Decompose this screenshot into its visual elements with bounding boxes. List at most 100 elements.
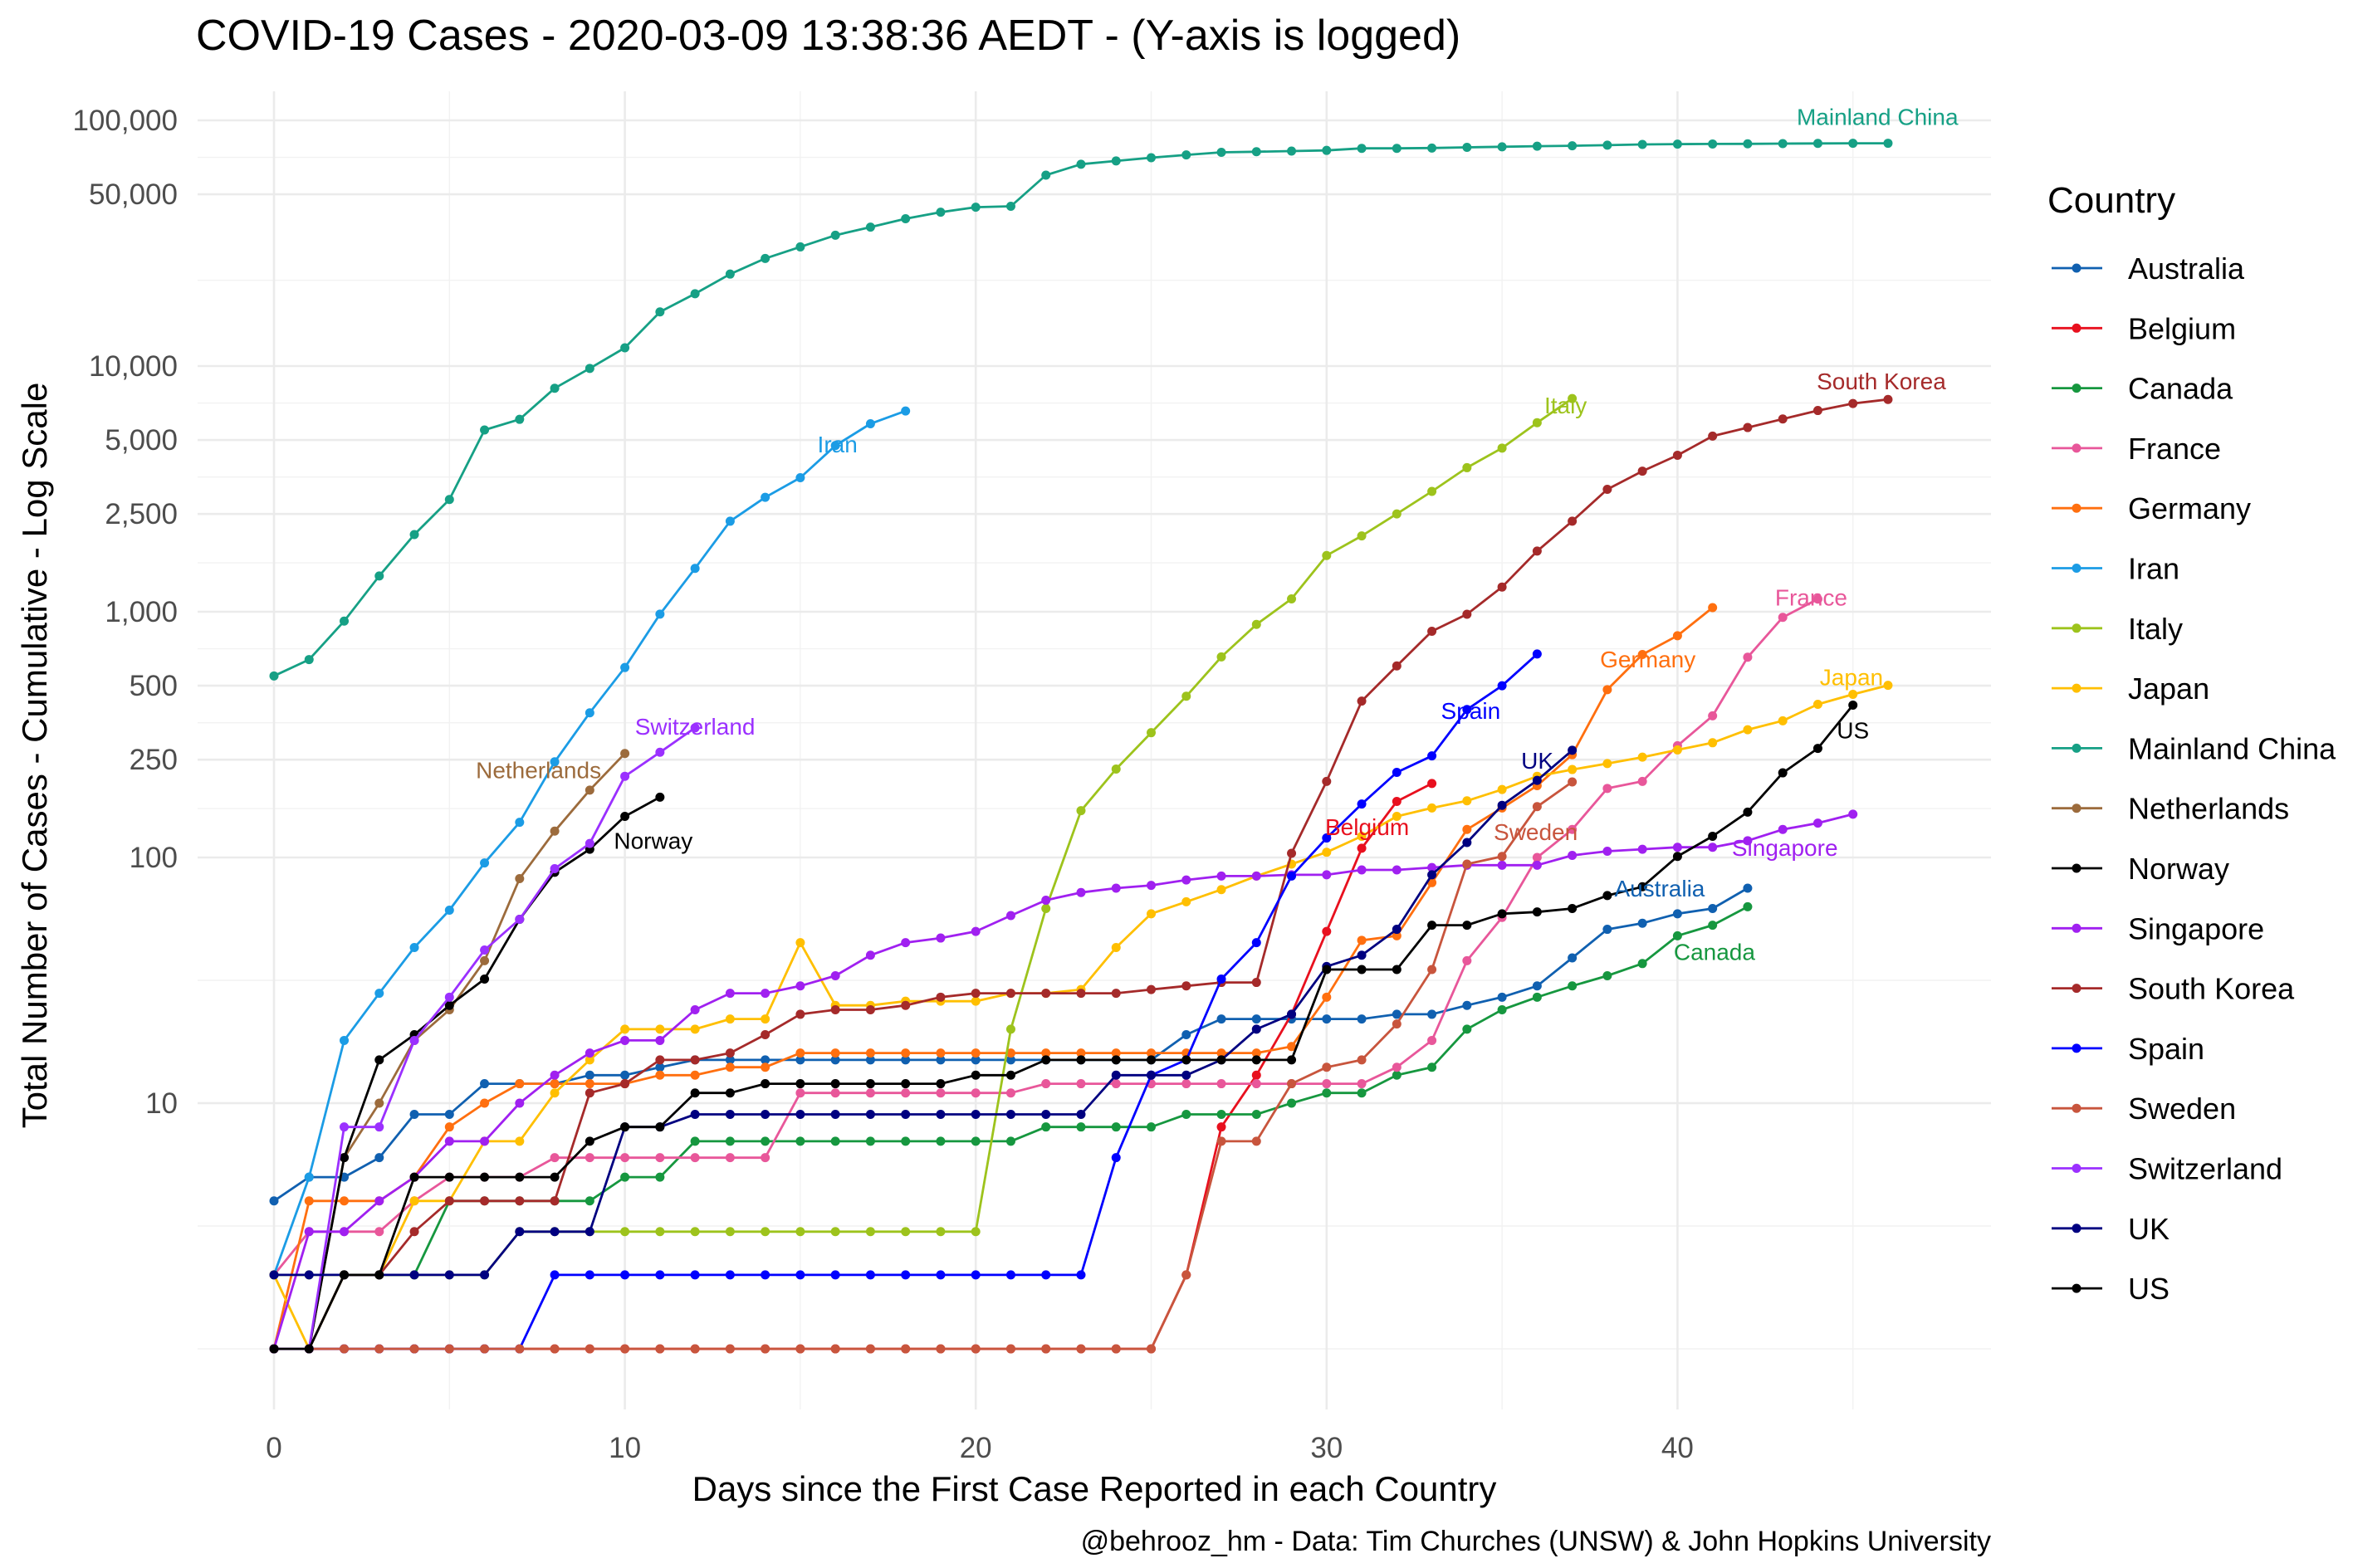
data-point-germany xyxy=(515,1079,525,1089)
legend-item-italy: Italy xyxy=(2052,612,2183,646)
data-point-canada xyxy=(585,1196,594,1206)
legend-item-singapore: Singapore xyxy=(2052,911,2264,945)
data-point-sweden xyxy=(1216,1136,1226,1146)
data-point-italy xyxy=(1251,619,1261,629)
data-point-norway xyxy=(444,1000,454,1010)
data-point-uk xyxy=(761,1110,770,1120)
legend-label: UK xyxy=(2128,1212,2170,1246)
data-point-sweden xyxy=(1287,1079,1297,1089)
data-point-uk xyxy=(1111,1070,1121,1080)
data-point-spain xyxy=(901,1270,911,1280)
x-tick-label: 20 xyxy=(960,1432,992,1464)
data-point-switzerland xyxy=(655,747,665,757)
data-point-italy xyxy=(1568,393,1578,403)
data-point-mainland-china xyxy=(901,213,911,223)
data-point-japan xyxy=(1427,803,1437,813)
data-point-us xyxy=(340,1270,350,1280)
data-point-france xyxy=(1778,613,1788,623)
data-point-uk xyxy=(690,1110,700,1120)
data-point-south-korea xyxy=(1602,485,1612,495)
data-point-belgium xyxy=(1392,797,1402,807)
data-point-us xyxy=(1076,1055,1086,1065)
data-point-canada xyxy=(1708,921,1718,931)
data-point-norway xyxy=(480,974,490,984)
data-point-singapore xyxy=(340,1227,350,1237)
data-point-us xyxy=(936,1079,946,1089)
data-point-japan xyxy=(1743,725,1753,735)
data-point-switzerland xyxy=(550,864,560,874)
x-tick-label: 10 xyxy=(609,1432,641,1464)
data-point-france xyxy=(936,1088,946,1098)
data-point-australia xyxy=(1181,1029,1191,1039)
data-point-spain xyxy=(1251,938,1261,948)
data-point-mainland-china xyxy=(865,222,875,232)
data-point-canada xyxy=(865,1136,875,1146)
legend-title: Country xyxy=(2047,180,2175,221)
series-label-sweden: Sweden xyxy=(1494,819,1578,845)
data-point-iran xyxy=(304,1172,314,1182)
data-point-mainland-china xyxy=(1743,139,1753,149)
data-point-mainland-china xyxy=(1602,140,1612,150)
data-point-australia xyxy=(620,1070,630,1080)
legend-key-point xyxy=(2072,263,2082,273)
data-point-japan xyxy=(655,1024,665,1034)
data-point-sweden xyxy=(1497,852,1507,862)
data-point-netherlands xyxy=(620,749,630,759)
legend-item-france: France xyxy=(2052,432,2221,466)
data-point-australia xyxy=(936,1055,946,1065)
data-point-singapore xyxy=(1848,809,1858,819)
data-point-singapore xyxy=(585,1048,594,1058)
data-point-sweden xyxy=(655,1344,665,1354)
legend-item-sweden: Sweden xyxy=(2052,1092,2236,1126)
y-tick-label: 10 xyxy=(145,1087,178,1120)
data-point-belgium xyxy=(1251,1070,1261,1080)
data-point-south-korea xyxy=(585,1088,594,1098)
data-point-uk xyxy=(1287,1009,1297,1019)
data-point-uk xyxy=(1532,775,1542,785)
legend-label: Netherlands xyxy=(2128,792,2289,826)
data-point-canada xyxy=(1287,1098,1297,1108)
data-point-australia xyxy=(901,1055,911,1065)
data-point-france xyxy=(1392,1062,1402,1072)
data-point-france xyxy=(1041,1079,1051,1089)
data-point-uk xyxy=(1462,838,1472,848)
series-label-spain: Spain xyxy=(1441,698,1501,724)
data-point-australia xyxy=(1708,903,1718,913)
data-point-mainland-china xyxy=(1357,144,1367,154)
data-point-netherlands xyxy=(550,826,560,836)
data-point-mainland-china xyxy=(1392,144,1402,154)
data-point-us xyxy=(1392,965,1402,975)
legend-key-point xyxy=(2072,923,2082,933)
data-point-mainland-china xyxy=(1287,146,1297,156)
data-point-sweden xyxy=(1427,965,1437,975)
data-point-iran xyxy=(901,406,911,416)
data-point-germany xyxy=(304,1196,314,1206)
data-point-sweden xyxy=(865,1344,875,1354)
series-line-singapore xyxy=(272,813,1854,1350)
data-point-france xyxy=(620,1153,630,1163)
data-point-canada xyxy=(1216,1110,1226,1120)
data-point-uk xyxy=(304,1270,314,1280)
series-label-uk: UK xyxy=(1521,748,1553,774)
data-point-france xyxy=(1462,955,1472,965)
data-point-sweden xyxy=(761,1344,770,1354)
series-layer xyxy=(269,139,1893,1354)
data-point-us xyxy=(409,1172,419,1182)
legend-key-point xyxy=(2072,443,2082,453)
y-tick-label: 250 xyxy=(130,744,178,776)
data-point-iran xyxy=(725,516,735,526)
data-point-uk xyxy=(1357,950,1367,960)
data-point-sweden xyxy=(971,1344,981,1354)
data-point-south-korea xyxy=(1708,431,1718,441)
data-point-south-korea xyxy=(1357,696,1367,706)
series-line-norway xyxy=(274,796,661,1351)
data-point-germany xyxy=(1322,992,1332,1002)
series-germany xyxy=(269,603,1718,1354)
data-point-germany xyxy=(1111,1048,1121,1058)
data-point-germany xyxy=(550,1079,560,1089)
data-point-uk xyxy=(1392,925,1402,935)
series-label-mainland-china: Mainland China xyxy=(1797,105,1959,130)
series-label-canada: Canada xyxy=(1674,939,1756,965)
data-point-singapore xyxy=(1181,875,1191,885)
data-point-japan xyxy=(1462,796,1472,806)
